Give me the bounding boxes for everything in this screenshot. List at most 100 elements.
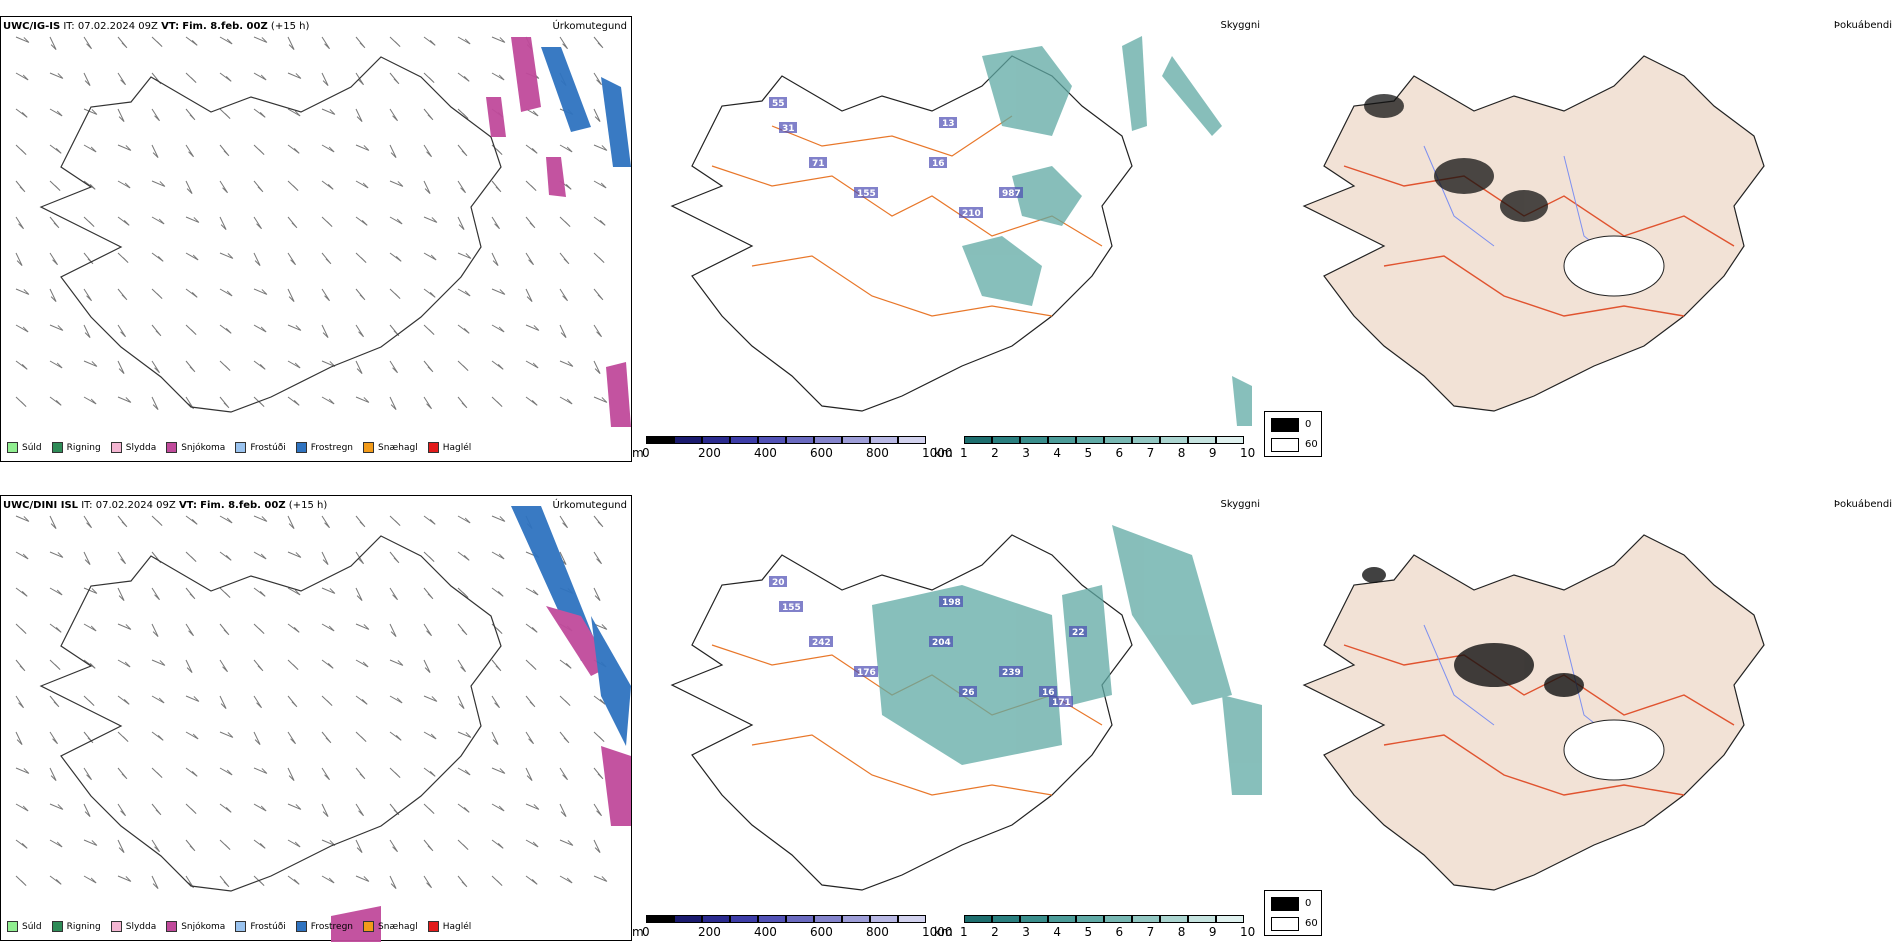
wind-barb	[49, 36, 57, 50]
wind-barb	[321, 623, 335, 632]
wind-barb	[219, 731, 234, 738]
wind-barb	[355, 551, 364, 565]
wind-barb	[423, 767, 436, 777]
wind-barb	[49, 324, 64, 331]
legend-item-rigning: Rigning	[51, 921, 101, 932]
wind-barb	[525, 623, 538, 633]
wind-barb	[49, 396, 62, 406]
visibility-label: 210	[962, 209, 981, 219]
wind-barb	[593, 551, 602, 565]
wind-barb	[593, 587, 601, 601]
legend-item-slydda: Slydda	[110, 442, 156, 453]
wind-barb	[117, 144, 132, 151]
wind-barb	[219, 72, 232, 82]
colorbar-tick: 1000	[922, 925, 953, 939]
visibility-unit: km	[934, 925, 953, 939]
legend-item-frostregn: Frostregn	[295, 921, 353, 932]
wind-barb	[593, 324, 602, 338]
wind-barb	[321, 288, 330, 302]
visibility-label-bg	[854, 666, 878, 677]
wind-barb	[423, 144, 432, 158]
wind-barb	[321, 108, 336, 115]
visibility-label: 16	[1042, 688, 1055, 698]
wind-barb	[321, 252, 332, 265]
wind-barb	[389, 767, 401, 779]
wind-barb	[525, 216, 536, 229]
wind-barb	[389, 623, 397, 637]
wind-barb	[151, 803, 162, 816]
wind-barb	[83, 587, 98, 594]
wind-barb	[49, 360, 63, 369]
wind-barb	[151, 216, 165, 225]
wind-barb	[389, 803, 400, 816]
colorbar-segment	[1076, 436, 1104, 444]
wind-barb	[287, 252, 296, 266]
iceland-precip-map	[15, 506, 631, 942]
wind-barb	[389, 515, 401, 527]
colorbar-segment	[870, 915, 898, 923]
wind-barb	[83, 360, 98, 367]
colorbar-segment	[1020, 436, 1048, 444]
wind-barb	[219, 36, 233, 45]
wind-barb	[491, 216, 500, 230]
wind-barb	[49, 767, 57, 781]
wind-barb	[253, 216, 262, 230]
wind-barb	[457, 36, 471, 45]
wind-barb	[593, 252, 605, 264]
wind-barb	[321, 587, 336, 594]
wind-barb	[559, 144, 573, 153]
wind-barb	[321, 551, 329, 565]
wind-barb	[355, 875, 370, 882]
wind-barb	[117, 324, 126, 338]
wind-barb	[151, 875, 159, 889]
wind-barb	[389, 396, 397, 410]
colorbar-segment	[1216, 436, 1244, 444]
wind-barb	[219, 803, 232, 813]
visibility-label: 239	[1002, 668, 1021, 678]
wind-barb	[525, 731, 534, 745]
colorbar-segment	[992, 436, 1020, 444]
wind-barb	[185, 36, 198, 46]
visibility-label-bg	[929, 157, 947, 168]
wind-barb	[593, 515, 604, 528]
wind-barb	[185, 324, 197, 336]
wind-barb	[491, 252, 499, 266]
wind-barb	[559, 360, 574, 367]
wind-barb	[287, 731, 296, 745]
colorbar-segment	[814, 915, 842, 923]
wind-barb	[151, 180, 166, 187]
wind-barb	[151, 587, 160, 601]
wind-barb	[83, 839, 98, 846]
colorbar-tick: 4	[1053, 446, 1061, 460]
visibility-label: 20	[772, 578, 785, 588]
visibility-label-bg	[1039, 686, 1057, 697]
wind-barb	[423, 731, 437, 740]
wind-barb	[355, 324, 364, 338]
wind-barb	[423, 72, 435, 84]
wind-barb	[49, 288, 57, 302]
wind-barb	[593, 767, 604, 780]
wind-barb	[559, 216, 571, 228]
colorbar-segment	[898, 436, 926, 444]
wind-barb	[253, 288, 268, 295]
wind-barb	[525, 360, 539, 369]
wind-barb	[117, 839, 125, 853]
colorbar-tick: 600	[810, 925, 833, 939]
colorbar-segment	[1132, 915, 1160, 923]
wind-barb	[491, 396, 503, 408]
wind-barb	[15, 623, 27, 635]
wind-barb	[355, 72, 364, 86]
colorbar-tick: 10	[1240, 446, 1256, 460]
wind-barb	[355, 659, 369, 668]
wind-barb	[559, 515, 568, 529]
wind-barb	[457, 839, 469, 851]
wind-barb	[15, 252, 23, 266]
visibility-label-bg	[959, 207, 983, 218]
colorbar-segment	[674, 915, 702, 923]
wind-barb	[457, 396, 468, 409]
wind-barb	[457, 108, 469, 120]
wind-barb	[219, 252, 234, 259]
wind-barb	[423, 695, 438, 702]
wind-barb	[287, 36, 295, 50]
wind-barb	[83, 515, 92, 529]
